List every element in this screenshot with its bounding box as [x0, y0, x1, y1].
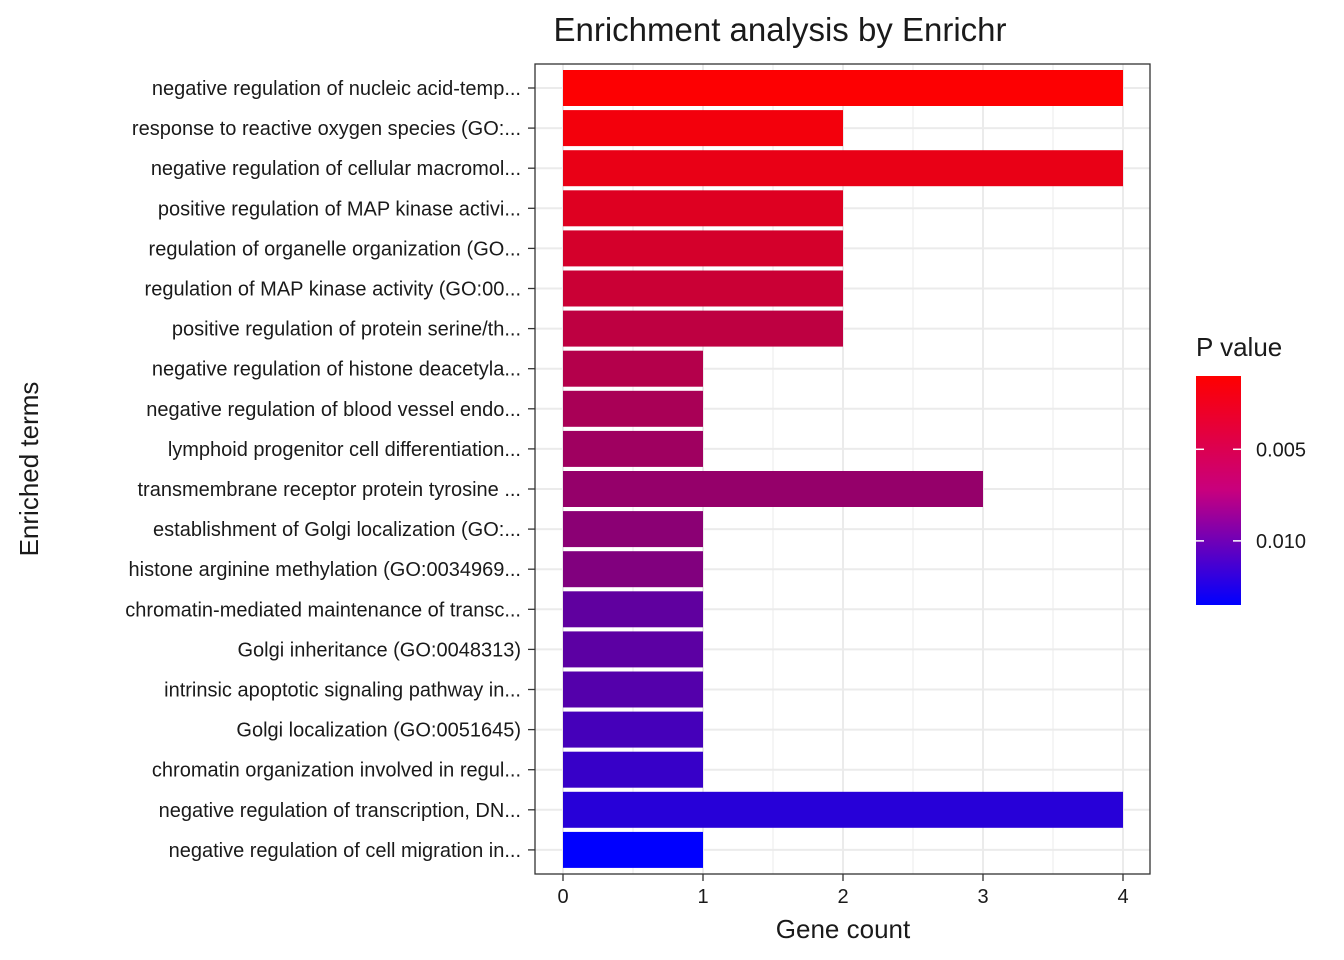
y-tick-label: negative regulation of histone deacetyla… [152, 359, 521, 381]
bar [563, 831, 703, 868]
bar [563, 511, 703, 548]
y-tick-label: negative regulation of nucleic acid-temp… [152, 78, 521, 100]
bar [563, 110, 843, 147]
legend-tick-label: 0.005 [1256, 439, 1306, 461]
y-tick-label: positive regulation of protein serine/th… [172, 319, 521, 341]
bars [563, 70, 1123, 868]
y-axis-title: Enriched terms [14, 382, 44, 557]
bar [563, 70, 1123, 106]
y-tick-label: negative regulation of cell migration in… [169, 840, 521, 862]
y-tick-label: positive regulation of MAP kinase activi… [158, 198, 521, 220]
bar [563, 551, 703, 588]
bar [563, 711, 703, 748]
chart-title: Enrichment analysis by Enrichr [553, 11, 1006, 48]
x-tick-label: 0 [557, 886, 568, 908]
y-tick-label: intrinsic apoptotic signaling pathway in… [164, 680, 521, 702]
plot-panel [534, 63, 1151, 875]
legend-title: P value [1196, 332, 1282, 362]
y-tick-label: regulation of MAP kinase activity (GO:00… [145, 279, 521, 301]
y-tick-label: transmembrane receptor protein tyrosine … [137, 479, 521, 501]
y-axis-labels: negative regulation of nucleic acid-temp… [125, 78, 535, 862]
y-tick-label: histone arginine methylation (GO:0034969… [129, 559, 521, 581]
legend: P value 0.005 0.010 [1196, 332, 1306, 605]
bar [563, 350, 703, 387]
x-axis-title: Gene count [776, 914, 911, 944]
y-tick-label: regulation of organelle organization (GO… [149, 238, 521, 260]
bar [563, 671, 703, 708]
y-tick-label: Golgi localization (GO:0051645) [236, 720, 521, 742]
y-tick-label: chromatin organization involved in regul… [152, 760, 521, 782]
bar [563, 190, 843, 227]
y-tick-label: response to reactive oxygen species (GO:… [132, 118, 521, 140]
bar [563, 230, 843, 267]
x-tick-label: 2 [837, 886, 848, 908]
x-tick-label: 1 [697, 886, 708, 908]
bar [563, 270, 843, 307]
x-tick-label: 3 [977, 886, 988, 908]
bar [563, 631, 703, 668]
y-tick-label: negative regulation of transcription, DN… [159, 800, 521, 822]
bar [563, 390, 703, 427]
x-tick-label: 4 [1117, 886, 1128, 908]
legend-tick-label: 0.010 [1256, 531, 1306, 553]
y-tick-label: Golgi inheritance (GO:0048313) [238, 639, 522, 661]
y-tick-label: negative regulation of blood vessel endo… [146, 399, 521, 421]
bar [563, 430, 703, 467]
legend-colorbar [1196, 376, 1241, 605]
y-tick-label: chromatin-mediated maintenance of transc… [125, 599, 521, 621]
bar [563, 591, 703, 628]
y-tick-label: establishment of Golgi localization (GO:… [153, 519, 521, 541]
y-tick-label: lymphoid progenitor cell differentiation… [168, 439, 521, 461]
bar [563, 471, 983, 507]
y-tick-label: negative regulation of cellular macromol… [151, 158, 521, 180]
bar [563, 791, 1123, 828]
legend-ticks: 0.005 0.010 [1196, 439, 1306, 553]
bar [563, 150, 1123, 187]
bar [563, 310, 843, 347]
bar [563, 751, 703, 788]
x-axis-labels: 0 1 2 3 4 [557, 874, 1129, 908]
